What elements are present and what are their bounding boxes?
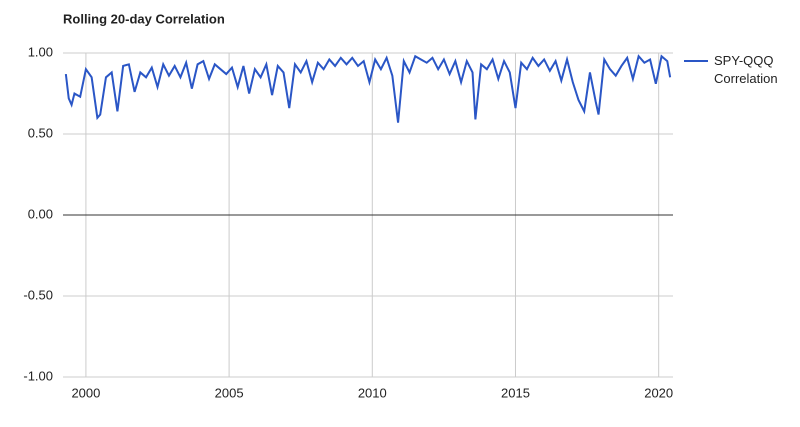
y-tick-label: -0.50 [23,287,53,302]
legend: SPY-QQQ Correlation [684,52,794,88]
y-tick-label: 1.00 [28,44,53,59]
y-tick-label: 0.00 [28,206,53,221]
y-tick-label: -1.00 [23,368,53,383]
x-tick-label: 2010 [358,385,387,400]
chart-title: Rolling 20-day Correlation [63,11,225,26]
legend-label: SPY-QQQ Correlation [714,53,778,86]
legend-swatch [684,60,708,62]
x-tick-label: 2005 [215,385,244,400]
x-tick-label: 2000 [71,385,100,400]
x-tick-label: 2015 [501,385,530,400]
y-tick-label: 0.50 [28,125,53,140]
x-tick-label: 2020 [644,385,673,400]
series-line [64,54,672,123]
